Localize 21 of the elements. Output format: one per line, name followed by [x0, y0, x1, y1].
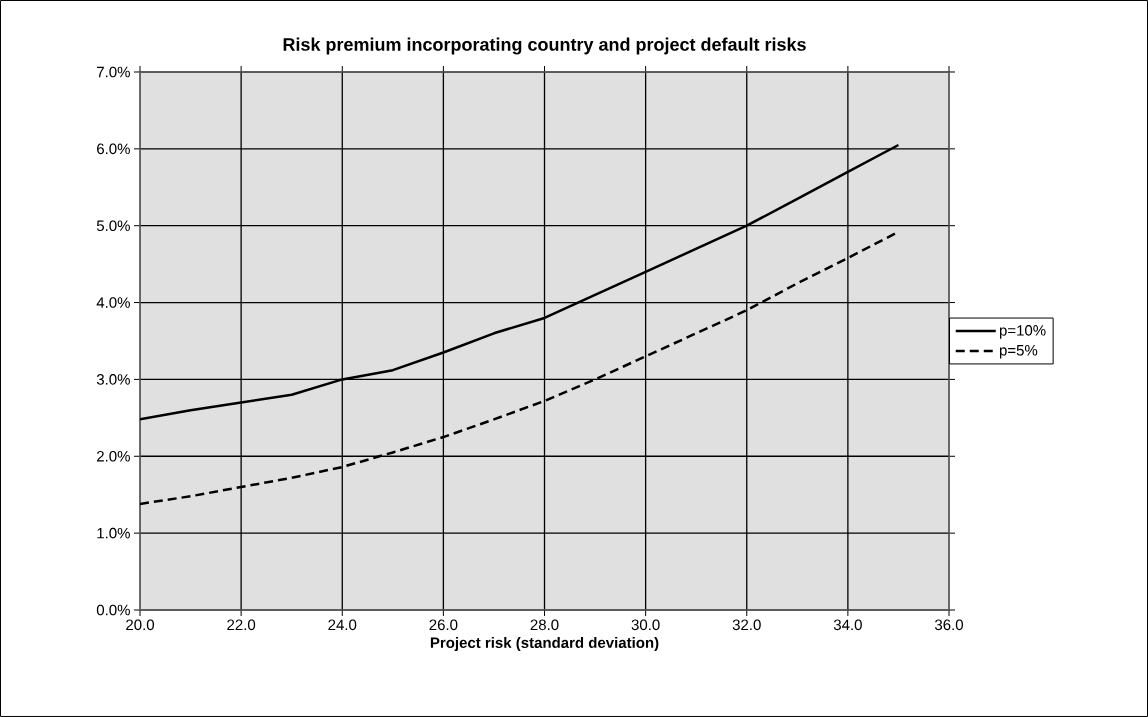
y-tick-label: 1.0%	[97, 527, 130, 539]
y-tick-label: 2.0%	[97, 450, 130, 462]
y-tick-label: 6.0%	[97, 143, 130, 155]
y-tick-label: 3.0%	[96, 374, 130, 385]
x-axis-title: Project risk (standard deviation)	[430, 637, 659, 651]
legend-label: p=5%	[999, 345, 1038, 359]
y-tick-label: 7.0%	[97, 66, 130, 78]
x-tick-label: 34.0	[833, 619, 862, 631]
x-tick-label: 28.0	[530, 619, 559, 631]
x-tick-label: 20.0	[126, 619, 155, 631]
y-tick-label: 0.0%	[96, 604, 130, 616]
y-tick-label: 4.0%	[96, 297, 130, 308]
x-tick-label: 30.0	[631, 619, 660, 631]
x-tick-label: 32.0	[732, 619, 761, 631]
y-tick-label: 5.0%	[96, 220, 130, 232]
chart-title: Risk premium incorporating country and project default risks	[283, 37, 806, 55]
legend-label: p=10%	[999, 325, 1046, 339]
x-tick-label: 24.0	[328, 619, 357, 631]
x-tick-label: 22.0	[227, 619, 256, 631]
x-tick-label: 36.0	[934, 619, 963, 631]
x-tick-label: 26.0	[429, 619, 458, 631]
